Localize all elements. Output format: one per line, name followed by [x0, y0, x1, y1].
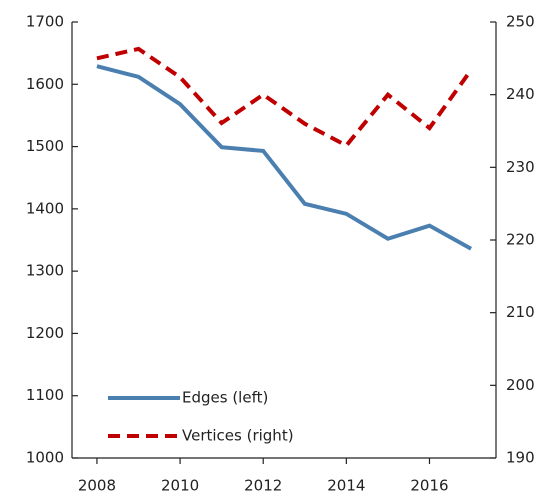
x-tick-label: 2016 [410, 477, 448, 495]
y-tick-label: 1100 [26, 386, 64, 404]
y2-tick-label: 190 [506, 449, 535, 467]
y2-tick-label: 250 [506, 13, 535, 31]
x-tick-label: 2008 [78, 477, 116, 495]
x-tick-label: 2014 [327, 477, 365, 495]
y-tick-label: 1600 [26, 75, 64, 93]
legend-label: Vertices (right) [182, 427, 294, 445]
x-tick-label: 2012 [244, 477, 282, 495]
y-tick-label: 1700 [26, 13, 64, 31]
legend-label: Edges (left) [182, 389, 268, 407]
series-line [96, 64, 473, 251]
y2-tick-label: 230 [506, 158, 535, 176]
y2-tick-label: 220 [506, 231, 535, 249]
y-tick-label: 1300 [26, 262, 64, 280]
y2-tick-label: 240 [506, 85, 535, 103]
y-tick-label: 1000 [26, 449, 64, 467]
y-tick-label: 1200 [26, 324, 64, 342]
y-tick-label: 1400 [26, 199, 64, 217]
x-tick-label: 2010 [161, 477, 199, 495]
y2-tick-label: 200 [506, 376, 535, 394]
series-line [96, 46, 473, 149]
y-tick-label: 1500 [26, 137, 64, 155]
y2-tick-label: 210 [506, 303, 535, 321]
